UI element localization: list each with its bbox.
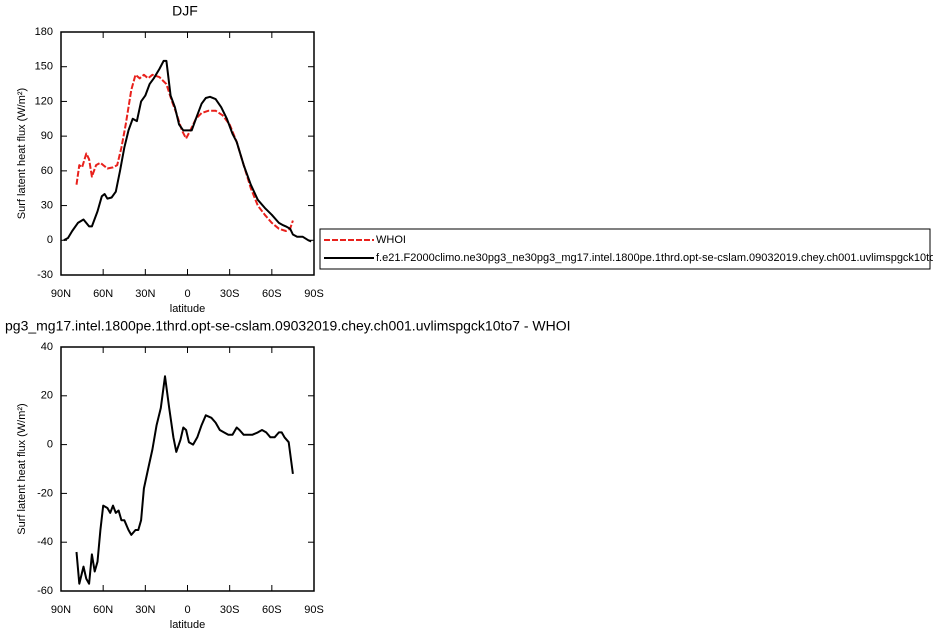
- y-tick-label: -20: [37, 487, 53, 499]
- x-tick-label: 90S: [304, 604, 324, 616]
- y-tick-label: 30: [41, 199, 53, 211]
- y-tick-label: 40: [41, 341, 53, 353]
- x-tick-label: 30N: [135, 604, 155, 616]
- x-tick-label: 60S: [262, 288, 282, 300]
- y-tick-label: -60: [37, 585, 53, 597]
- y-tick-label: -40: [37, 536, 53, 548]
- y-tick-label: 180: [35, 26, 53, 38]
- data-line: [75, 375, 294, 585]
- y-tick-label: 0: [47, 439, 53, 451]
- y-tick-label: 120: [35, 95, 53, 107]
- x-tick-label: 90S: [304, 288, 324, 300]
- x-tick-label: 60N: [93, 604, 113, 616]
- x-tick-label: 90N: [51, 288, 71, 300]
- x-tick-label: 30S: [220, 288, 240, 300]
- x-tick-label: 60S: [262, 604, 282, 616]
- y-axis-label: Surf latent heat flux (W/m²): [16, 403, 28, 534]
- x-axis-label: latitude: [170, 619, 205, 631]
- y-axis-label: Surf latent heat flux (W/m²): [16, 88, 28, 219]
- x-tick-label: 30N: [135, 288, 155, 300]
- legend-box: [319, 228, 931, 270]
- x-tick-label: 0: [184, 288, 190, 300]
- y-tick-label: -30: [37, 269, 53, 281]
- y-tick-label: 150: [35, 61, 53, 73]
- legend-label: f.e21.F2000climo.ne30pg3_ne30pg3_mg17.in…: [376, 252, 933, 264]
- y-tick-label: 0: [47, 234, 53, 246]
- x-tick-label: 0: [184, 604, 190, 616]
- data-line: [75, 73, 294, 232]
- x-tick-label: 90N: [51, 604, 71, 616]
- y-tick-label: 90: [41, 130, 53, 142]
- chart-title: DJF: [172, 3, 198, 19]
- x-tick-label: 60N: [93, 288, 113, 300]
- x-tick-label: 30S: [220, 604, 240, 616]
- data-line: [63, 59, 312, 243]
- y-tick-label: 20: [41, 390, 53, 402]
- x-axis-label: latitude: [170, 303, 205, 315]
- legend-label: WHOI: [376, 234, 406, 246]
- chart-title: pg3_mg17.intel.1800pe.1thrd.opt-se-cslam…: [5, 318, 571, 334]
- y-tick-label: 60: [41, 165, 53, 177]
- plot-frame: [60, 31, 315, 276]
